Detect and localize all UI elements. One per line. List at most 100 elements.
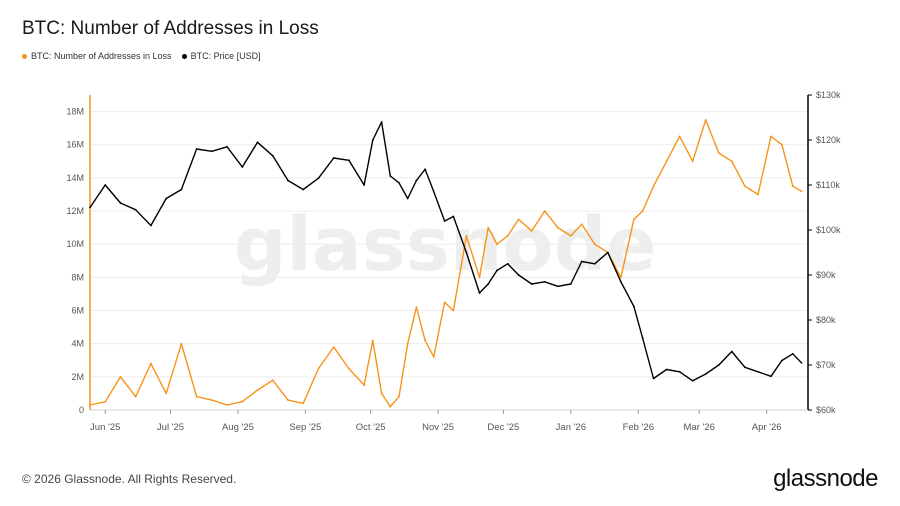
gridlines [90, 111, 808, 378]
data-point-addresses-in-loss [180, 342, 183, 345]
data-point-addresses-in-loss [119, 375, 122, 378]
data-point-addresses-in-loss [641, 210, 644, 212]
data-point-btc-price [380, 121, 383, 123]
left-axis: 0 2M 4M 6M 8M 10M 12M 14M 16M 18M [66, 95, 91, 415]
data-point-addresses-in-loss [424, 339, 426, 342]
data-point-btc-price [348, 159, 350, 162]
data-point-addresses-in-loss [704, 118, 707, 121]
left-tick-label: 4M [71, 339, 84, 349]
data-point-btc-price [619, 280, 622, 283]
data-point-btc-price [465, 251, 468, 254]
data-point-addresses-in-loss [652, 185, 655, 188]
left-tick-label: 10M [66, 239, 84, 249]
data-point-btc-price [633, 305, 635, 308]
data-point-btc-price [241, 166, 244, 168]
data-point-btc-price [104, 184, 107, 186]
right-tick-label: $70k [816, 360, 836, 370]
data-point-addresses-in-loss [371, 339, 374, 342]
data-point-btc-price [569, 283, 572, 285]
data-point-addresses-in-loss [487, 226, 490, 229]
data-point-addresses-in-loss [780, 143, 783, 146]
data-point-addresses-in-loss [443, 301, 446, 304]
left-tick-label: 0 [79, 405, 84, 415]
data-point-addresses-in-loss [195, 395, 198, 398]
data-point-btc-price [495, 269, 498, 272]
data-point-btc-price [150, 224, 152, 227]
chart-legend: BTC: Number of Addresses in Loss BTC: Pr… [22, 51, 261, 61]
data-point-addresses-in-loss [678, 135, 681, 138]
data-point-addresses-in-loss [89, 404, 91, 406]
data-point-btc-price [415, 179, 418, 182]
data-point-btc-price [389, 175, 392, 177]
x-tick-label: Sep '25 [289, 422, 321, 433]
data-point-addresses-in-loss [744, 185, 746, 188]
data-point-addresses-in-loss [569, 235, 572, 237]
data-point-addresses-in-loss [363, 384, 366, 387]
data-point-btc-price [452, 215, 455, 218]
data-point-btc-price [119, 202, 122, 204]
series-line-addresses-in-loss [89, 119, 802, 408]
data-point-addresses-in-loss [757, 193, 759, 196]
data-point-btc-price [543, 280, 546, 283]
data-point-btc-price [678, 370, 681, 373]
data-point-btc-price [432, 190, 435, 193]
data-point-btc-price [180, 188, 183, 191]
data-point-btc-price [717, 364, 720, 366]
data-point-btc-price [506, 262, 509, 265]
data-point-btc-price [195, 148, 198, 150]
data-point-btc-price [757, 370, 759, 373]
data-point-btc-price [556, 285, 559, 288]
data-point-addresses-in-loss [317, 367, 320, 370]
data-point-btc-price [443, 220, 446, 222]
data-point-addresses-in-loss [332, 346, 335, 348]
legend-item-loss[interactable]: BTC: Number of Addresses in Loss [22, 51, 172, 61]
data-point-addresses-in-loss [506, 235, 509, 237]
data-point-addresses-in-loss [104, 400, 107, 403]
x-tick-label: Jan '26 [556, 422, 586, 433]
data-point-btc-price [332, 157, 335, 159]
x-tick-label: Aug '25 [222, 422, 254, 433]
x-tick-label: Mar '26 [684, 422, 715, 433]
left-tick-label: 14M [66, 173, 84, 183]
legend-item-price[interactable]: BTC: Price [USD] [181, 51, 261, 61]
left-tick-label: 8M [71, 272, 84, 282]
data-point-btc-price [744, 366, 746, 369]
data-point-btc-price [89, 206, 91, 209]
data-point-addresses-in-loss [478, 276, 481, 279]
x-tick-label: Feb '26 [623, 422, 654, 433]
right-tick-label: $100k [816, 225, 841, 235]
data-point-addresses-in-loss [717, 152, 720, 154]
data-point-addresses-in-loss [432, 356, 435, 358]
x-axis: Jun '25 Jul '25 Aug '25 Sep '25 Oct '25 Nov '… [90, 409, 808, 433]
glassnode-logo[interactable]: glassnode [773, 465, 878, 492]
left-tick-label: 16M [66, 140, 84, 150]
data-point-addresses-in-loss [165, 392, 168, 395]
data-point-addresses-in-loss [730, 160, 733, 163]
data-point-addresses-in-loss [691, 160, 694, 163]
data-point-addresses-in-loss [389, 405, 392, 408]
data-point-addresses-in-loss [452, 309, 455, 312]
data-point-btc-price [791, 352, 794, 355]
data-point-addresses-in-loss [150, 362, 152, 365]
data-point-btc-price [424, 168, 426, 171]
data-point-btc-price [302, 188, 305, 191]
data-point-btc-price [256, 141, 259, 144]
data-point-addresses-in-loss [226, 404, 228, 406]
data-point-btc-price [487, 283, 490, 285]
data-point-addresses-in-loss [543, 210, 546, 212]
series-lines [89, 118, 803, 408]
data-point-btc-price [691, 379, 694, 382]
data-point-btc-price [641, 337, 644, 339]
x-tick-label: Jul '25 [157, 422, 184, 433]
data-point-btc-price [478, 292, 481, 294]
x-tick-label: Oct '25 [356, 422, 386, 433]
x-tick-label: Apr '26 [752, 422, 782, 433]
data-point-btc-price [134, 208, 137, 211]
data-point-btc-price [398, 181, 400, 184]
right-tick-label: $110k [816, 180, 840, 190]
series-line-btc-price [89, 121, 803, 382]
right-tick-label: $90k [816, 270, 836, 280]
data-point-addresses-in-loss [241, 400, 244, 403]
right-tick-label: $120k [816, 135, 841, 145]
